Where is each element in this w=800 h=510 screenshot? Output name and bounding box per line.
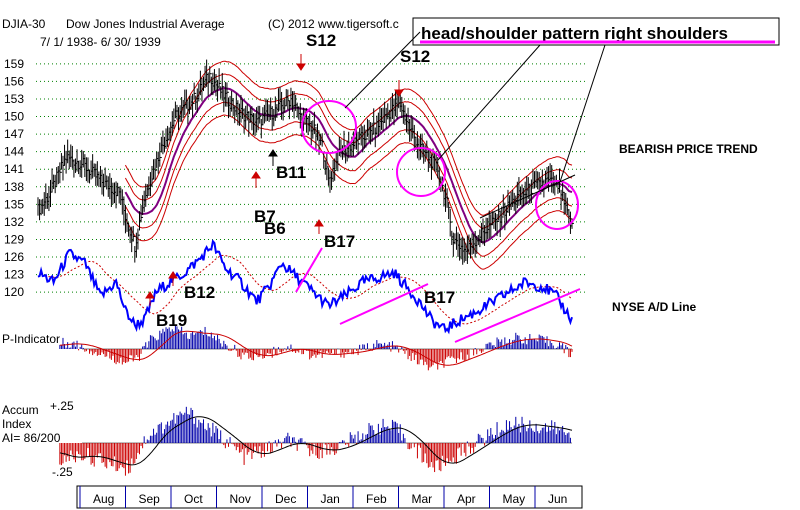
y-tick-label: 144 [4,145,24,159]
signal-arrows [145,54,404,306]
shoulder-circle-2 [396,147,446,197]
y-tick-label: 126 [4,250,24,264]
buy-arrow-3-head [168,271,178,279]
accum-label-2: Index [2,417,31,431]
signal-s12-jan: S12 [306,31,336,50]
month-label: May [503,492,526,506]
ad-trendline-2 [454,288,581,343]
y-tick-label: 123 [4,268,24,282]
month-label: Sep [139,492,161,506]
p-indicator-label: P-Indicator [2,332,60,346]
p-indicator-histogram [59,324,573,371]
buy-arrow-1-head [251,171,261,179]
bearish-trend-label: BEARISH PRICE TREND [619,142,758,156]
ad-trendline-1 [339,283,429,325]
month-label: Nov [230,492,251,506]
sell-arrow-2-head [394,89,404,97]
month-label: Dec [275,492,296,506]
y-tick-label: 159 [4,57,24,71]
month-label: Aug [93,492,114,506]
pointer-line-2 [437,44,541,161]
signal-b7: B7 [254,207,276,226]
signal-b11: B11 [276,163,306,182]
month-label: Jun [548,492,567,506]
y-tick-label: 129 [4,232,24,246]
y-tick-label: 135 [4,197,24,211]
y-tick-label: 141 [4,162,24,176]
lower-band [124,114,573,270]
symbol-label: DJIA-30 [2,17,46,31]
y-tick-label: 138 [4,180,24,194]
date-range: 7/ 1/ 1938- 6/ 30/ 1939 [40,35,161,49]
callout-text: head/shoulder pattern right shoulders [421,24,728,43]
ad-line [37,239,573,335]
y-tick-label: 150 [4,110,24,124]
upper-band [124,60,573,216]
b11-arrow [268,149,278,166]
lower-band-inner [124,101,573,257]
y-tick-label: 147 [4,127,24,141]
accum-index-histogram [59,406,573,476]
accum-index-average [59,416,573,466]
shoulder-circle-3 [535,180,579,230]
buy-arrow-2-head [314,219,324,227]
month-label: Apr [457,492,476,506]
y-tick-label: 132 [4,215,24,229]
price-axis-labels: 159 156 153 150 147 144 141 138 135 132 129 126 123 1… [4,57,24,299]
accum-ai-value: AI= 86/200 [2,431,61,445]
buy-arrow-4-head [145,291,155,299]
bearish-trendline [479,174,576,219]
price-bars [37,59,574,265]
signal-s12-mar: S12 [400,47,430,66]
accum-label-1: Accum [2,403,39,417]
accum-bottom-label: -.25 [52,465,73,479]
price-gridlines [36,63,588,293]
ad-moving-average [37,254,573,325]
sell-arrow-1-head [296,63,306,71]
y-tick-label: 156 [4,74,24,88]
signal-b12: B12 [184,283,215,302]
shoulder-circle-1 [301,100,357,154]
signal-b6: B6 [264,219,286,238]
month-axis: Aug Sep Oct Nov Dec Jan Feb Mar Apr May Jun [79,486,567,508]
b17-arrow-line [295,247,323,293]
accum-top-label: +.25 [50,399,74,413]
signal-b17-apr: B17 [424,288,455,307]
p-indicator-average [59,330,573,366]
month-label: Feb [366,492,387,506]
pattern-annotations [295,31,606,343]
y-tick-label: 120 [4,285,24,299]
signal-labels: S12 S12 B11 B7 B6 B17 B17 B12 B19 [156,31,455,330]
signal-b19: B19 [156,311,187,330]
month-label: Oct [184,492,203,506]
signal-b17-jan: B17 [324,232,355,251]
copyright: (C) 2012 www.tigersoft.c [268,17,399,31]
month-label: Mar [412,492,433,506]
b11-arrow-head [268,149,278,157]
month-axis-frame [76,485,583,509]
month-label: Jan [321,492,340,506]
ad-line-label: NYSE A/D Line [612,300,697,314]
y-tick-label: 153 [4,92,24,106]
pointer-line-1 [344,31,421,109]
pointer-line-3 [559,44,606,183]
index-name: Dow Jones Industrial Average [66,17,225,31]
ad-line-path [37,239,573,335]
